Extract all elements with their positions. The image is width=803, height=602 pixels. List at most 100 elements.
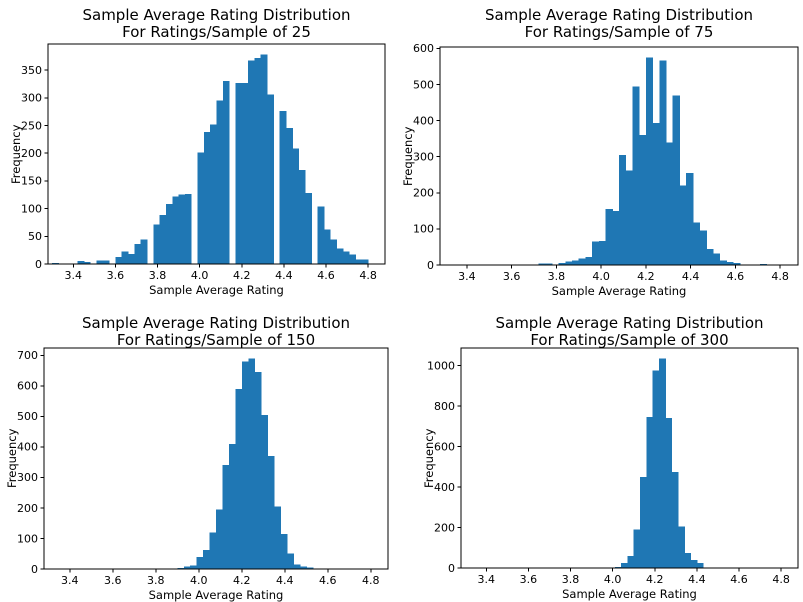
axes-frame xyxy=(47,43,386,265)
histogram-bar xyxy=(306,567,314,569)
x-tick-label: 4.2 xyxy=(233,574,251,587)
histogram-bar xyxy=(733,263,741,265)
y-tick-label: 600 xyxy=(17,380,38,393)
y-axis-label: Frequency xyxy=(403,126,415,186)
histogram-plot-sample-75: 3.4 3.6 3.8 4.0 4.2 4.4 4.6 4.8 0 100 200 300 400 500… xyxy=(413,42,799,283)
histogram-bar xyxy=(184,194,192,264)
y-tick-label: 1000 xyxy=(427,359,455,372)
y-tick-label: 100 xyxy=(17,532,38,545)
histogram-bar xyxy=(659,60,667,265)
x-tick-label: 3.4 xyxy=(61,574,79,587)
y-tick-label: 300 xyxy=(413,151,434,164)
y-tick-label: 350 xyxy=(21,64,42,77)
histogram-bar xyxy=(254,57,262,264)
histogram-bar xyxy=(658,358,666,568)
histogram-bar xyxy=(578,258,586,265)
histogram-bar xyxy=(203,132,211,264)
chart-title-line1: Sample Average Rating Distribution xyxy=(484,6,753,24)
histogram-bar xyxy=(545,263,553,265)
histogram-bar xyxy=(323,229,331,264)
histogram-bar xyxy=(719,260,727,265)
histogram-bar xyxy=(83,261,91,264)
histogram-bar xyxy=(196,556,204,569)
y-tick-label: 0 xyxy=(35,258,42,271)
x-tick-label: 3.6 xyxy=(520,573,538,586)
histogram-plot-sample-150: 3.4 3.6 3.8 4.0 4.2 4.4 4.6 4.8 0 100 200 300 400 500… xyxy=(17,347,389,587)
histogram-bar xyxy=(159,215,167,264)
axes-frame xyxy=(460,347,799,569)
histogram-plot-sample-25: 3.4 3.6 3.8 4.0 4.2 4.4 4.6 4.8 0 50 100 150 200 250 3… xyxy=(21,43,386,282)
x-tick-label: 3.4 xyxy=(65,269,83,282)
histogram-bar xyxy=(165,204,173,264)
histogram-bar xyxy=(712,253,721,265)
x-tick-label: 4.4 xyxy=(276,574,294,587)
histogram-bar xyxy=(646,417,654,568)
histogram-bar xyxy=(279,111,287,265)
histogram-bar xyxy=(96,260,104,264)
y-tick-label: 200 xyxy=(17,502,38,515)
histogram-bar xyxy=(671,471,679,568)
y-tick-label: 600 xyxy=(434,440,455,453)
chart-title-line1: Sample Average Rating Distribution xyxy=(495,314,764,332)
histogram-bar xyxy=(672,95,680,266)
y-tick-label: 300 xyxy=(17,471,38,484)
x-tick-label: 3.6 xyxy=(107,269,125,282)
histogram-bar xyxy=(261,414,269,569)
y-tick-label: 100 xyxy=(21,202,42,215)
chart-title-line2: For Ratings/Sample of 300 xyxy=(530,331,729,349)
histogram-bar xyxy=(679,185,687,265)
histogram-bar xyxy=(248,60,255,265)
histogram-bar xyxy=(665,142,674,265)
y-tick-label: 400 xyxy=(413,114,434,127)
histogram-bar xyxy=(336,248,344,264)
chart-title-line2: For Ratings/Sample of 25 xyxy=(122,23,311,41)
histogram-bar xyxy=(621,562,628,568)
y-tick-label: 0 xyxy=(31,563,38,576)
histogram-bar xyxy=(172,196,180,264)
histogram-bar xyxy=(241,82,249,265)
histogram-bar xyxy=(686,172,694,265)
x-tick-label: 4.8 xyxy=(359,269,377,282)
histogram-bar xyxy=(706,248,714,265)
histogram-bar xyxy=(178,194,186,264)
histogram-bar xyxy=(210,124,217,264)
chart-title-line1: Sample Average Rating Distribution xyxy=(82,6,351,24)
axes-frame xyxy=(43,347,389,570)
histogram-bar xyxy=(690,559,698,568)
histogram-bar xyxy=(699,230,707,265)
y-axis-label: Frequency xyxy=(422,428,436,488)
y-tick-label: 250 xyxy=(21,119,42,132)
y-tick-label: 50 xyxy=(28,230,42,243)
histogram-bar xyxy=(235,388,243,569)
subplot-sample-75: 3.4 3.6 3.8 4.0 4.2 4.4 4.6 4.8 0 100 200 300 400 500… xyxy=(403,0,803,301)
chart-title-line1: Sample Average Rating Distribution xyxy=(81,314,350,332)
x-tick-label: 3.8 xyxy=(149,269,167,282)
histogram-bar xyxy=(342,251,350,264)
histogram-bar xyxy=(330,239,338,264)
histogram-bar xyxy=(254,372,262,569)
histogram-bar xyxy=(209,532,217,569)
y-tick-label: 200 xyxy=(21,147,42,160)
y-tick-label: 150 xyxy=(21,175,42,188)
y-tick-label: 0 xyxy=(427,259,434,272)
histogram-bar xyxy=(292,148,300,264)
histogram-bar xyxy=(190,565,198,569)
histogram-bar xyxy=(633,529,641,568)
histogram-bar xyxy=(619,154,627,265)
histogram-bar xyxy=(565,261,573,265)
x-tick-label: 4.8 xyxy=(771,270,789,283)
chart-title: Sample Average Rating Distribution For R… xyxy=(440,7,798,41)
histogram-bar xyxy=(216,509,223,569)
histogram-bar xyxy=(640,476,647,568)
histogram-bar xyxy=(625,170,633,265)
histogram-bar xyxy=(627,555,635,568)
x-tick-label: 4.8 xyxy=(772,573,790,586)
histogram-bar xyxy=(241,361,249,569)
histogram-bar xyxy=(692,222,701,265)
histogram-bar xyxy=(652,370,660,568)
y-tick-label: 200 xyxy=(413,187,434,200)
histogram-bar xyxy=(216,100,224,264)
x-tick-label: 4.8 xyxy=(362,574,380,587)
histogram-bar xyxy=(280,533,288,569)
y-tick-label: 100 xyxy=(413,223,434,236)
